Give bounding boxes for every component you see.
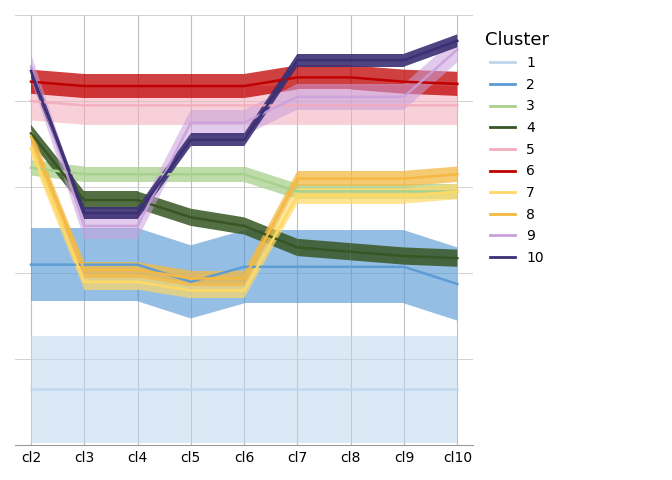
Polygon shape [138,167,191,182]
Polygon shape [138,336,191,444]
Polygon shape [404,336,458,444]
Polygon shape [191,167,244,182]
Polygon shape [191,230,244,318]
Polygon shape [191,86,244,125]
Polygon shape [298,54,351,67]
Polygon shape [138,133,191,219]
Polygon shape [84,192,138,209]
Polygon shape [404,86,458,125]
Polygon shape [404,167,458,186]
Polygon shape [191,209,244,235]
Polygon shape [298,171,351,186]
Polygon shape [31,64,84,219]
Polygon shape [351,171,404,186]
Polygon shape [244,84,298,135]
Polygon shape [84,213,138,239]
Polygon shape [298,184,351,199]
Polygon shape [404,184,458,199]
Polygon shape [244,86,298,125]
Polygon shape [404,184,458,204]
Polygon shape [244,188,298,298]
Polygon shape [404,70,458,96]
Polygon shape [31,336,84,444]
Polygon shape [351,65,404,94]
Polygon shape [351,230,404,303]
Polygon shape [31,70,84,98]
Polygon shape [351,86,404,125]
Polygon shape [244,54,298,146]
Polygon shape [298,239,351,260]
Polygon shape [351,54,404,67]
Polygon shape [351,243,404,264]
Polygon shape [31,160,84,182]
Polygon shape [84,74,138,98]
Polygon shape [84,228,138,301]
Polygon shape [404,230,458,321]
Polygon shape [404,248,458,267]
Polygon shape [138,262,191,286]
Polygon shape [138,74,191,98]
Polygon shape [31,141,84,289]
Polygon shape [191,133,244,146]
Polygon shape [84,86,138,125]
Polygon shape [84,336,138,444]
Polygon shape [404,35,458,67]
Polygon shape [191,271,244,286]
Polygon shape [84,206,138,219]
Polygon shape [244,65,298,98]
Polygon shape [298,84,351,110]
Polygon shape [138,192,191,226]
Polygon shape [351,184,404,199]
Polygon shape [138,86,191,125]
Polygon shape [84,274,138,289]
Polygon shape [191,283,244,298]
Legend: 1, 2, 3, 4, 5, 6, 7, 8, 9, 10: 1, 2, 3, 4, 5, 6, 7, 8, 9, 10 [485,31,549,265]
Polygon shape [244,167,298,199]
Polygon shape [244,230,298,303]
Polygon shape [84,262,138,277]
Polygon shape [298,188,351,204]
Polygon shape [191,74,244,98]
Polygon shape [84,167,138,182]
Polygon shape [138,110,191,239]
Polygon shape [31,54,84,239]
Polygon shape [351,336,404,444]
Polygon shape [31,228,84,301]
Polygon shape [298,86,351,125]
Polygon shape [31,125,84,209]
Polygon shape [191,110,244,135]
Polygon shape [138,274,191,298]
Polygon shape [138,228,191,318]
Polygon shape [244,217,298,256]
Polygon shape [191,336,244,444]
Polygon shape [244,171,298,286]
Polygon shape [31,82,84,125]
Polygon shape [298,65,351,89]
Polygon shape [244,336,298,444]
Polygon shape [298,230,351,303]
Polygon shape [298,336,351,444]
Polygon shape [351,84,404,110]
Polygon shape [31,129,84,277]
Polygon shape [351,188,404,204]
Polygon shape [404,36,458,110]
